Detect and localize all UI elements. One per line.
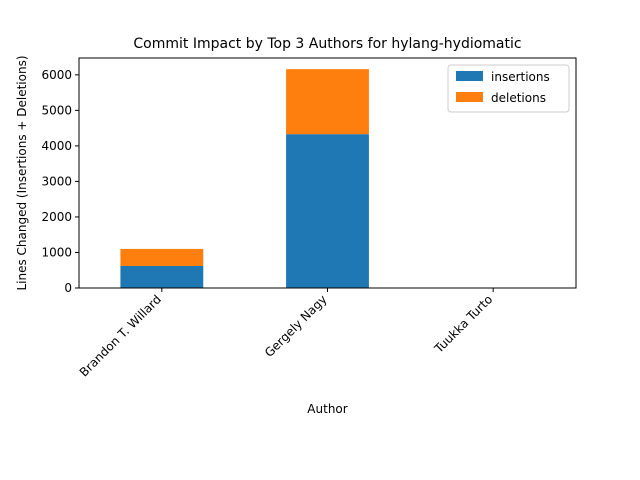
legend-swatch-deletions xyxy=(456,92,483,102)
x-axis: Brandon T. Willard Gergely Nagy Tuukka Tur… xyxy=(77,288,495,379)
bar-deletions-0 xyxy=(120,248,204,266)
bars-group xyxy=(120,69,369,288)
y-tick-label: 3000 xyxy=(41,174,72,188)
x-tick-label: Tuukka Turto xyxy=(431,292,495,356)
y-tick-label: 6000 xyxy=(41,68,72,82)
y-tick-label: 4000 xyxy=(41,139,72,153)
x-tick-label: Brandon T. Willard xyxy=(77,292,164,379)
bar-insertions-0 xyxy=(120,265,204,288)
x-tick-label: Gergely Nagy xyxy=(262,292,330,360)
y-axis: 0 1000 2000 3000 4000 5000 6000 xyxy=(41,68,79,295)
legend: insertions deletions xyxy=(447,64,570,113)
x-axis-label: Author xyxy=(307,402,347,416)
legend-label-insertions: insertions xyxy=(491,70,550,84)
y-tick-label: 0 xyxy=(64,281,72,295)
y-tick-label: 2000 xyxy=(41,210,72,224)
legend-label-deletions: deletions xyxy=(491,91,546,105)
chart-title: Commit Impact by Top 3 Authors for hylan… xyxy=(133,36,521,52)
y-tick-label: 5000 xyxy=(41,103,72,117)
y-axis-label: Lines Changed (Insertions + Deletions) xyxy=(15,55,29,290)
legend-swatch-insertions xyxy=(456,71,483,81)
y-tick-label: 1000 xyxy=(41,245,72,259)
plot-frame xyxy=(78,57,577,289)
bar-deletions-1 xyxy=(286,69,369,135)
bar-insertions-1 xyxy=(286,134,369,288)
